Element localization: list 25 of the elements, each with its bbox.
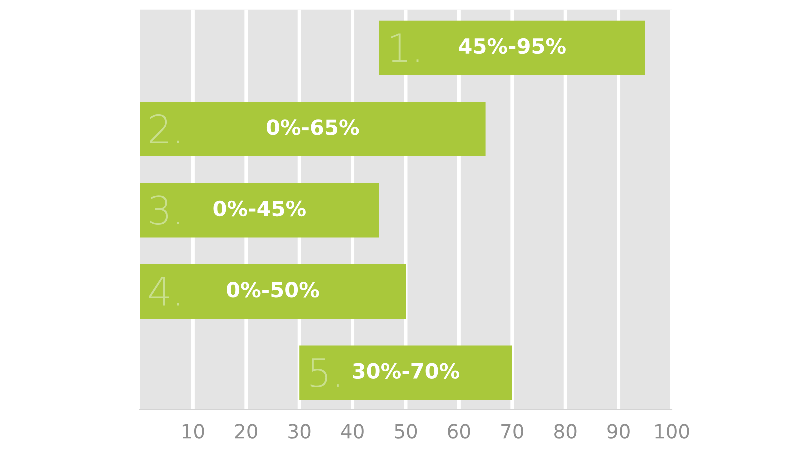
y-tick-label: 5.	[310, 358, 339, 388]
y-tick-label: 3.	[150, 196, 180, 226]
x-tick-label: 80	[554, 424, 577, 439]
bar	[379, 20, 646, 76]
annotation: 45%-95%	[459, 38, 566, 54]
annotation: 0%-45%	[214, 200, 306, 217]
x-tick-label: 50	[395, 424, 418, 439]
x-tick-label: 40	[341, 424, 364, 439]
y-tick-label: 1.	[391, 34, 419, 62]
bar	[140, 264, 406, 319]
x-tick-label: 20	[235, 424, 258, 439]
x-tick-label: 100	[656, 424, 690, 439]
x-tick-label: 90	[608, 424, 630, 439]
annotation: 0%-65%	[266, 120, 360, 136]
bar	[300, 346, 512, 400]
x-tick-label: 30	[288, 424, 311, 439]
annotation: 30%-70%	[353, 363, 460, 380]
bar	[140, 102, 486, 157]
y-tick-label: 2.	[150, 114, 180, 144]
x-tick-label: 70	[502, 424, 524, 439]
x-tick-label: 60	[448, 424, 470, 439]
y-tick-label: 4.	[149, 277, 180, 306]
annotation: 0%-50%	[227, 282, 320, 298]
bar	[140, 183, 380, 238]
x-tick-label: 10	[182, 424, 204, 439]
